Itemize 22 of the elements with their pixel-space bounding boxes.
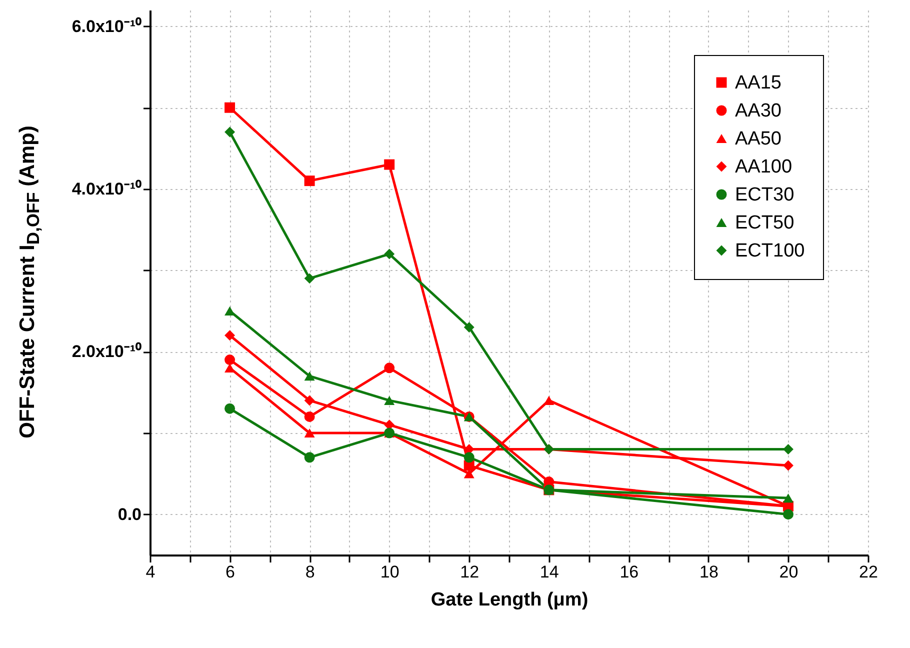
legend-label: AA30 xyxy=(735,100,782,122)
x-tick-label: 8 xyxy=(305,562,315,582)
x-tick-label: 16 xyxy=(620,562,639,582)
y-tick-label: 0.0 xyxy=(118,504,142,524)
y-tick-label: 4.0x10⁻¹⁰ xyxy=(72,179,142,198)
x-tick-label: 6 xyxy=(226,562,236,582)
x-tick-label: 14 xyxy=(540,562,559,582)
x-tick-label: 20 xyxy=(779,562,798,582)
x-tick-label: 22 xyxy=(859,562,878,582)
x-axis-title: Gate Length (μm) xyxy=(430,590,588,610)
x-tick-label: 10 xyxy=(380,562,400,582)
x-tick-label: 12 xyxy=(460,562,480,582)
y-tick-label: 2.0x10⁻¹⁰ xyxy=(72,342,142,362)
legend-label: AA15 xyxy=(735,72,782,94)
legend-label: AA100 xyxy=(735,156,792,178)
legend-label: AA50 xyxy=(735,128,782,150)
y-tick-label: 6.0x10⁻¹⁰ xyxy=(72,16,142,36)
legend-label: ECT50 xyxy=(735,212,794,234)
x-tick-label: 18 xyxy=(699,562,718,582)
x-tick-label: 4 xyxy=(146,562,156,582)
legend-label: ECT30 xyxy=(735,184,794,206)
legend-label: ECT100 xyxy=(735,240,805,262)
